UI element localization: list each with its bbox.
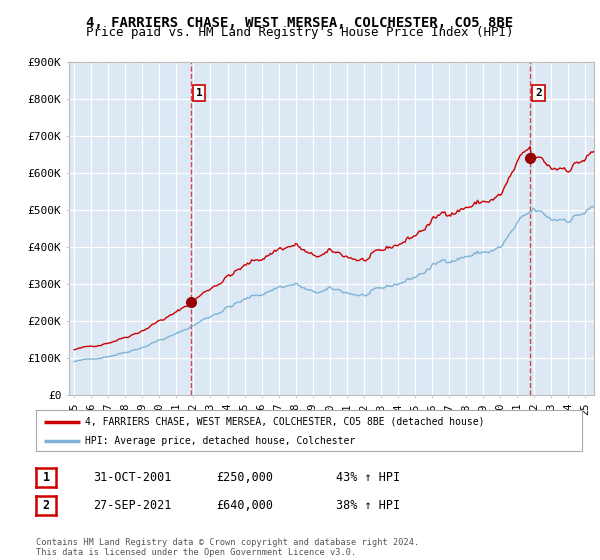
Text: Contains HM Land Registry data © Crown copyright and database right 2024.
This d: Contains HM Land Registry data © Crown c… — [36, 538, 419, 557]
Text: £250,000: £250,000 — [216, 470, 273, 484]
Text: HPI: Average price, detached house, Colchester: HPI: Average price, detached house, Colc… — [85, 436, 355, 446]
Text: 27-SEP-2021: 27-SEP-2021 — [93, 498, 172, 512]
Text: 31-OCT-2001: 31-OCT-2001 — [93, 470, 172, 484]
Text: Price paid vs. HM Land Registry's House Price Index (HPI): Price paid vs. HM Land Registry's House … — [86, 26, 514, 39]
Text: £640,000: £640,000 — [216, 498, 273, 512]
Text: 4, FARRIERS CHASE, WEST MERSEA, COLCHESTER, CO5 8BE (detached house): 4, FARRIERS CHASE, WEST MERSEA, COLCHEST… — [85, 417, 485, 427]
Text: 38% ↑ HPI: 38% ↑ HPI — [336, 498, 400, 512]
Text: 1: 1 — [43, 471, 50, 484]
Text: 2: 2 — [535, 88, 542, 98]
Text: 2: 2 — [43, 499, 50, 512]
Text: 4, FARRIERS CHASE, WEST MERSEA, COLCHESTER, CO5 8BE: 4, FARRIERS CHASE, WEST MERSEA, COLCHEST… — [86, 16, 514, 30]
Text: 43% ↑ HPI: 43% ↑ HPI — [336, 470, 400, 484]
Text: 1: 1 — [196, 88, 202, 98]
